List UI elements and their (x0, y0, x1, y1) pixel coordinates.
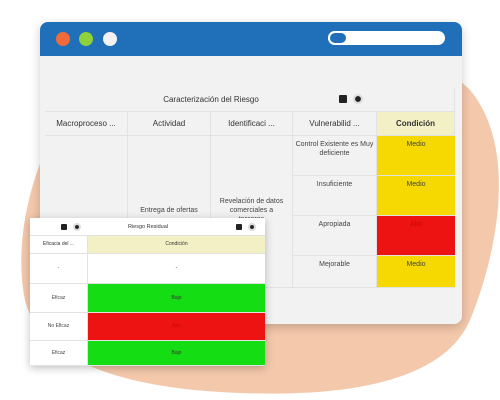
maximize-dot[interactable] (103, 32, 117, 46)
efficacy-cell: No Eficaz (30, 313, 88, 341)
column-header: Condición (377, 112, 455, 136)
column-header: Actividad (128, 112, 211, 136)
close-dot[interactable] (56, 32, 70, 46)
collapse-icon[interactable] (73, 223, 81, 231)
search-icon[interactable] (328, 31, 348, 45)
collapse-icon[interactable] (353, 94, 363, 104)
main-table: Caracterización del Riesgo Macroproceso .… (45, 88, 455, 288)
condition-cell: Medio (377, 256, 455, 288)
column-header: Eficacia del ... (30, 236, 88, 254)
efficacy-cell: Eficaz (30, 284, 88, 313)
vulnerability-cell: Mejorable (293, 256, 377, 288)
column-header: Macroproceso ... (45, 112, 128, 136)
panel-header-line (30, 235, 265, 236)
condition-cell: Medio (377, 176, 455, 216)
minimize-dot[interactable] (79, 32, 93, 46)
efficacy-cell: - (30, 254, 88, 284)
column-header: Condición (88, 236, 265, 254)
column-header: Identificaci ... (211, 112, 293, 136)
condition-cell: Alto (377, 216, 455, 256)
lock-icon[interactable] (236, 224, 242, 230)
search-box[interactable] (328, 31, 445, 45)
vulnerability-cell: Insuficiente (293, 176, 377, 216)
condition-cell: Alto (88, 313, 265, 341)
condition-cell: - (88, 254, 265, 284)
panel-title: Riesgo Residual (127, 223, 169, 230)
condition-cell: Bajo (88, 284, 265, 313)
condition-cell: Medio (377, 136, 455, 176)
condition-cell: Bajo (88, 341, 265, 366)
table-title: Caracterización del Riesgo (45, 88, 377, 112)
column-header: Vulnerabilid ... (293, 112, 377, 136)
title-bar (40, 22, 462, 56)
collapse-icon[interactable] (248, 223, 256, 231)
lock-icon[interactable] (61, 224, 67, 230)
lock-icon[interactable] (339, 95, 347, 103)
title-spacer (377, 88, 455, 112)
residual-panel: Riesgo Residual Eficacia del ... Condición… (30, 218, 265, 366)
vulnerability-cell: Control Existente es Muy deficiente (293, 136, 377, 176)
efficacy-cell: Eficaz (30, 341, 88, 366)
vulnerability-cell: Apropiada (293, 216, 377, 256)
